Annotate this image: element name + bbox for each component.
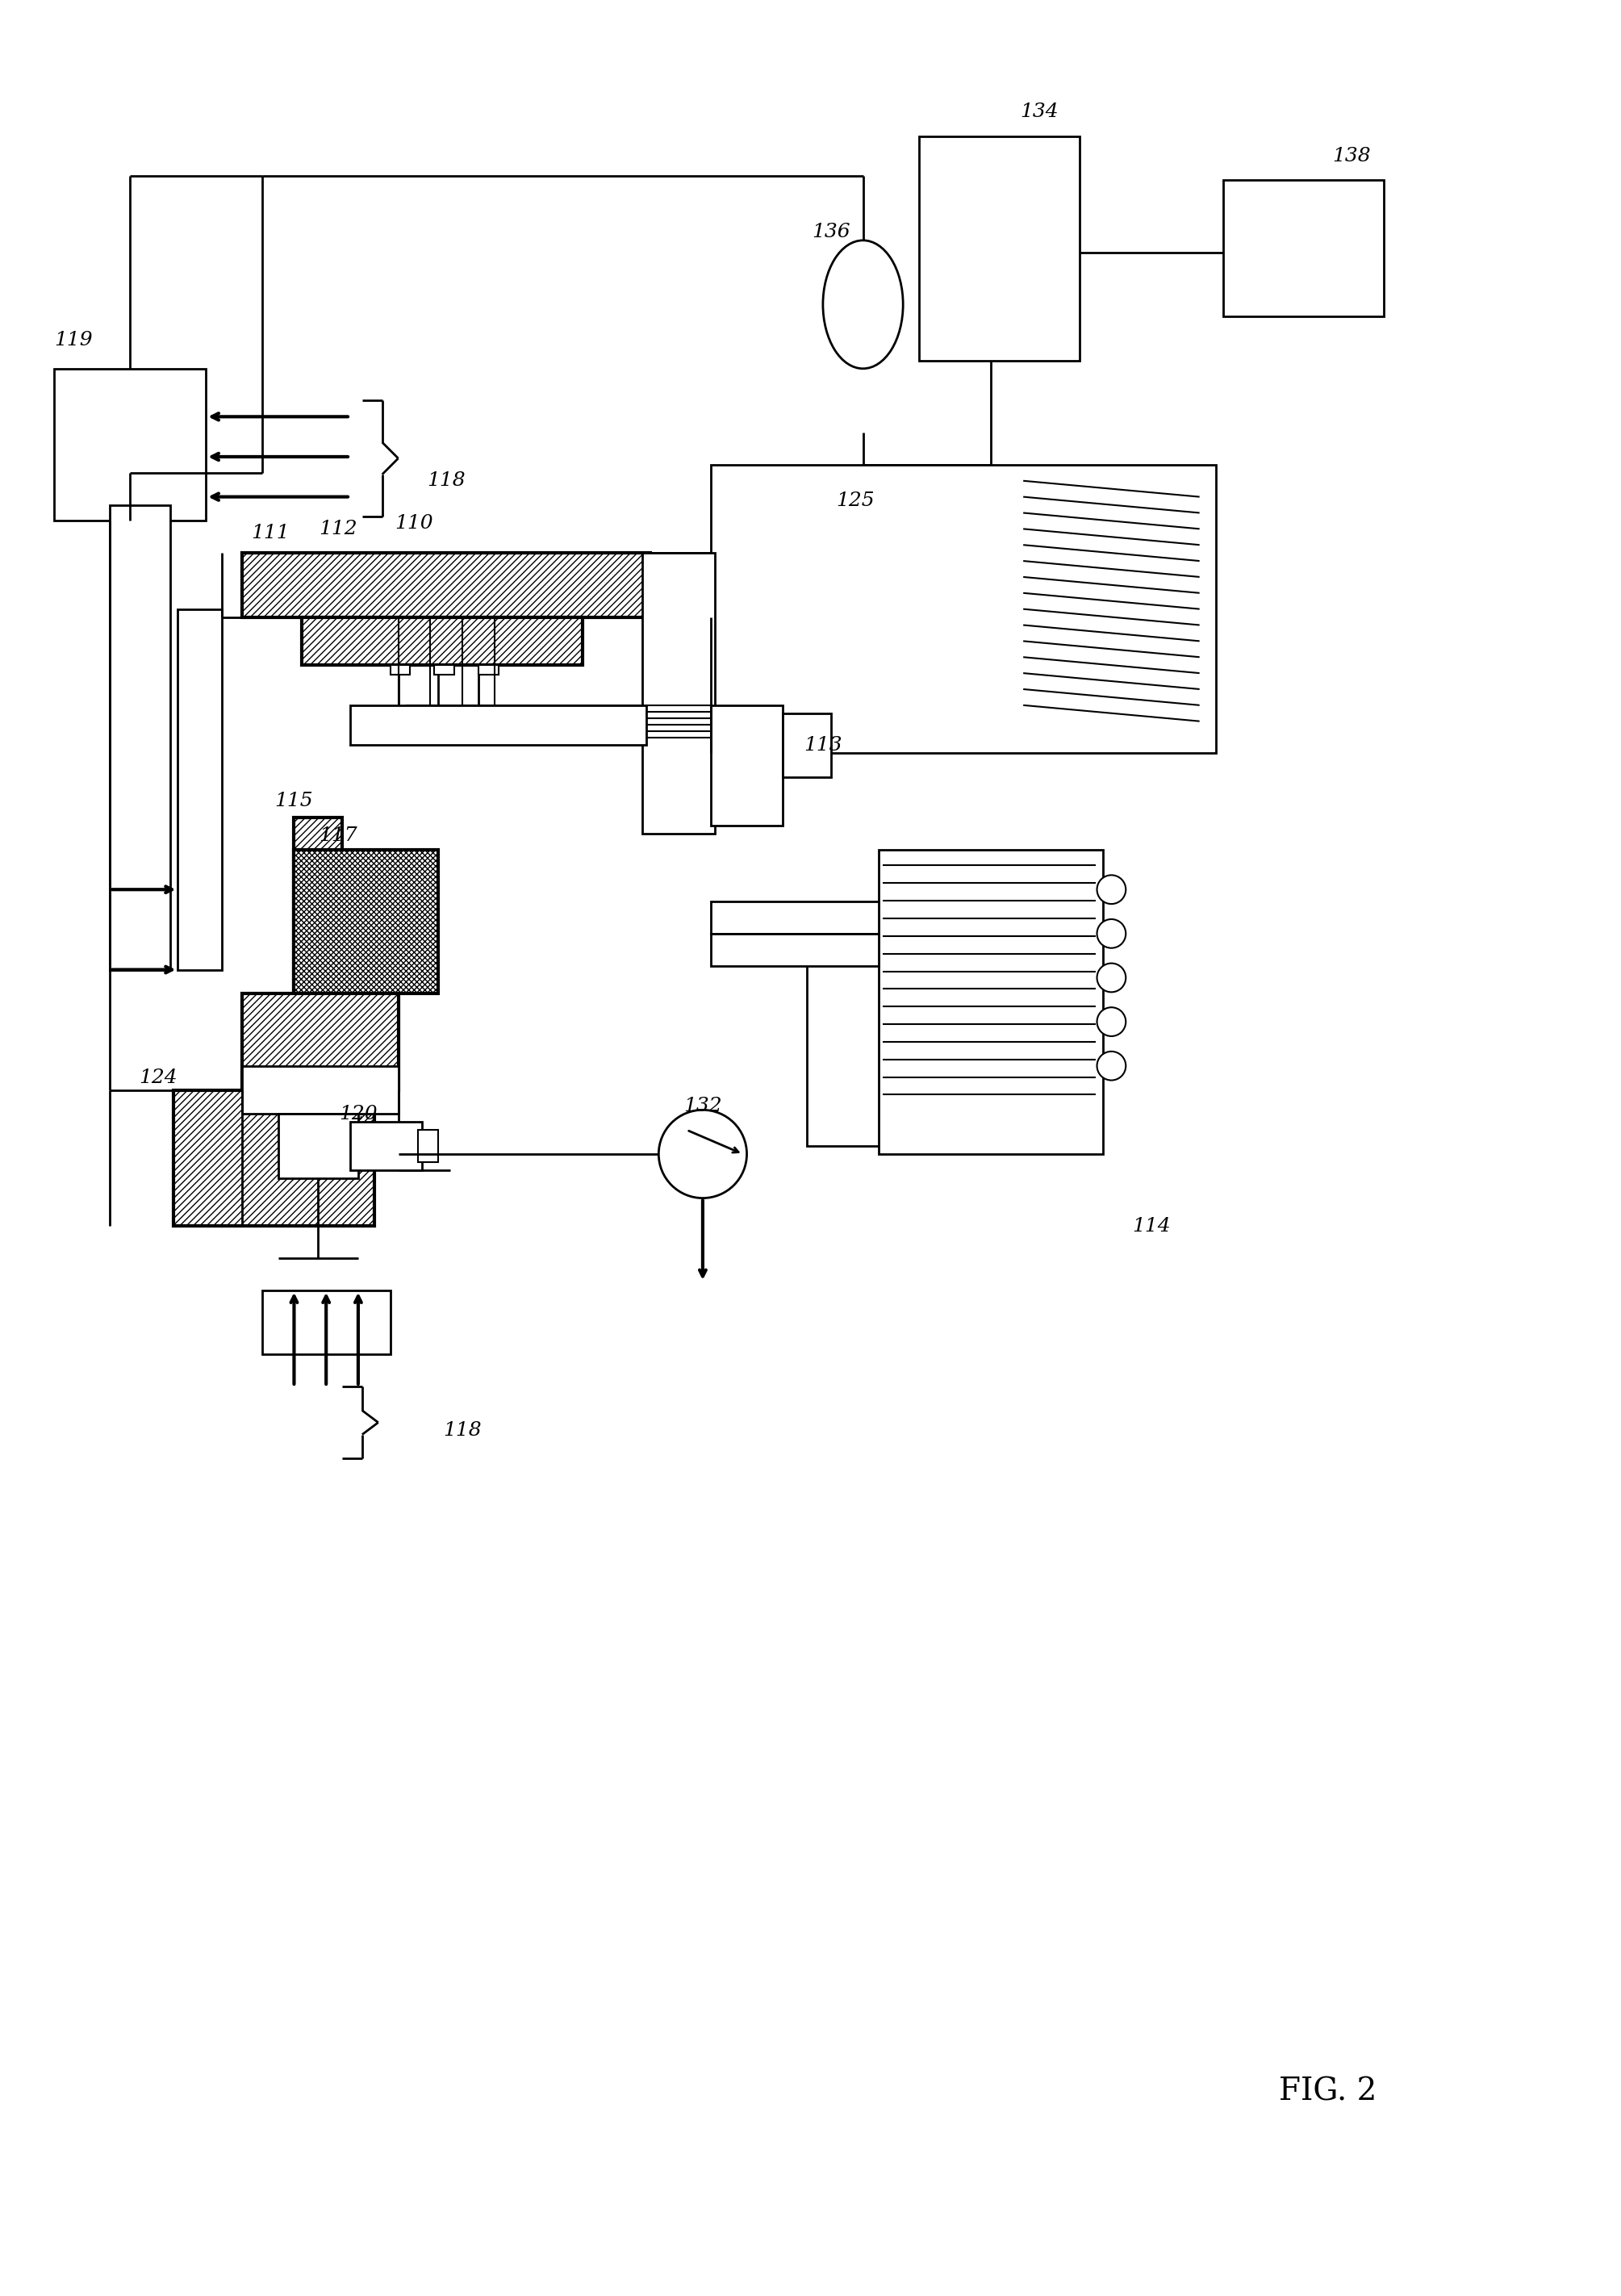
Text: 136: 136 xyxy=(812,223,849,241)
Bar xyxy=(350,1123,423,1171)
Bar xyxy=(110,505,170,969)
Bar xyxy=(302,618,582,666)
Circle shape xyxy=(1097,1052,1127,1081)
Bar xyxy=(710,934,879,967)
Bar xyxy=(919,135,1080,360)
Bar xyxy=(279,1114,358,1178)
Text: 118: 118 xyxy=(443,1421,481,1440)
Bar xyxy=(173,1091,374,1226)
Bar xyxy=(418,1130,438,1162)
Circle shape xyxy=(658,1109,747,1199)
Text: 134: 134 xyxy=(1020,103,1059,122)
Bar xyxy=(350,705,647,746)
Bar xyxy=(293,850,438,994)
Circle shape xyxy=(1097,1008,1127,1035)
Bar xyxy=(879,850,1104,1155)
Circle shape xyxy=(1097,875,1127,905)
Text: 132: 132 xyxy=(684,1097,721,1116)
Circle shape xyxy=(1097,918,1127,948)
Text: 113: 113 xyxy=(804,737,843,755)
Bar xyxy=(178,608,222,969)
Bar xyxy=(53,370,206,521)
Bar xyxy=(263,1290,391,1355)
Text: 125: 125 xyxy=(836,491,874,510)
Bar xyxy=(293,817,342,1017)
Circle shape xyxy=(1097,964,1127,992)
Bar xyxy=(478,666,498,675)
Text: 138: 138 xyxy=(1332,147,1371,165)
Text: 124: 124 xyxy=(139,1068,177,1086)
Text: 115: 115 xyxy=(276,792,313,810)
Text: 114: 114 xyxy=(1131,1217,1170,1235)
Bar xyxy=(710,705,783,827)
Bar xyxy=(642,553,715,833)
Text: FIG. 2: FIG. 2 xyxy=(1279,2078,1376,2108)
Ellipse shape xyxy=(823,241,903,370)
Text: 111: 111 xyxy=(251,523,289,542)
Bar xyxy=(391,666,410,675)
Text: 112: 112 xyxy=(319,519,357,537)
Bar xyxy=(1224,181,1384,317)
Text: 118: 118 xyxy=(426,471,465,489)
Bar xyxy=(783,714,832,778)
Bar xyxy=(807,905,903,1146)
Bar xyxy=(710,902,879,934)
Text: 117: 117 xyxy=(319,827,357,845)
Text: 119: 119 xyxy=(55,331,92,349)
Text: 120: 120 xyxy=(339,1104,378,1123)
Bar xyxy=(434,666,454,675)
Bar xyxy=(242,1065,399,1114)
Bar xyxy=(710,464,1216,753)
Text: 110: 110 xyxy=(396,514,433,533)
Bar xyxy=(242,553,650,618)
Bar xyxy=(242,994,399,1091)
